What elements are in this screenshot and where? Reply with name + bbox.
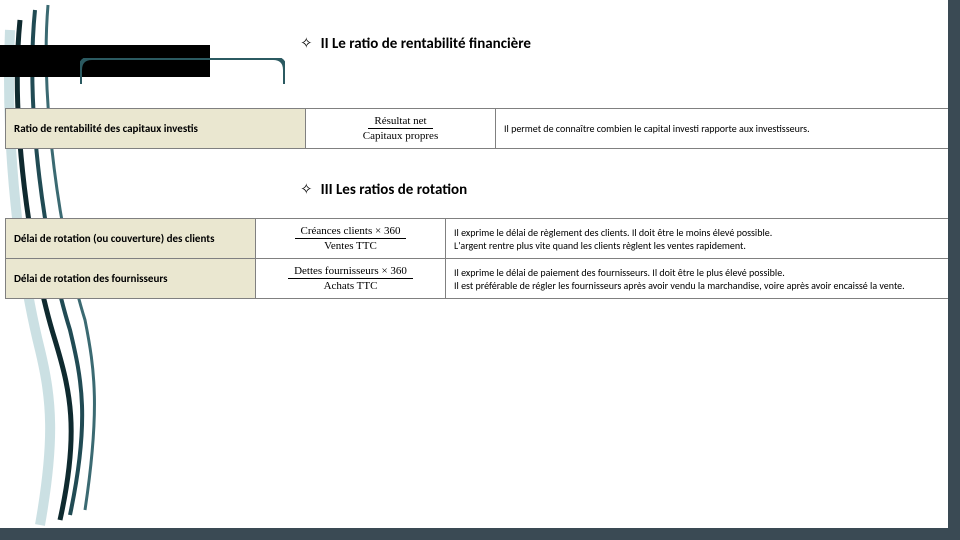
decorative-bracket bbox=[80, 58, 285, 84]
section-heading-3: ✧ III Les ratios de rotation bbox=[300, 180, 467, 199]
section-heading-2: ✧ II Le ratio de rentabilité financière bbox=[300, 34, 531, 53]
table-row: Délai de rotation des fournisseursDettes… bbox=[6, 259, 956, 299]
ratio-description: Il exprime le délai de paiement des four… bbox=[446, 259, 956, 299]
slide-border-bottom bbox=[0, 528, 960, 540]
ratio-formula: Dettes fournisseurs × 360Achats TTC bbox=[256, 259, 446, 299]
heading-text: II Le ratio de rentabilité financière bbox=[321, 35, 531, 53]
ratio-name: Délai de rotation des fournisseurs bbox=[6, 259, 256, 299]
table-row: Délai de rotation (ou couverture) des cl… bbox=[6, 219, 956, 259]
bullet-diamond-icon: ✧ bbox=[300, 181, 313, 199]
ratio-description: Il exprime le délai de règlement des cli… bbox=[446, 219, 956, 259]
ratio-formula: Créances clients × 360Ventes TTC bbox=[256, 219, 446, 259]
bullet-diamond-icon: ✧ bbox=[300, 35, 313, 53]
slide-border-right bbox=[948, 0, 960, 540]
ratio-name: Délai de rotation (ou couverture) des cl… bbox=[6, 219, 256, 259]
table-row: Ratio de rentabilité des capitaux invest… bbox=[6, 109, 956, 149]
heading-text: III Les ratios de rotation bbox=[321, 181, 468, 199]
ratio-formula: Résultat netCapitaux propres bbox=[306, 109, 496, 149]
ratio-name: Ratio de rentabilité des capitaux invest… bbox=[6, 109, 306, 149]
ratio-table-rotation: Délai de rotation (ou couverture) des cl… bbox=[5, 218, 956, 299]
ratio-table-profitability: Ratio de rentabilité des capitaux invest… bbox=[5, 108, 956, 149]
ratio-description: Il permet de connaître combien le capita… bbox=[496, 109, 956, 149]
